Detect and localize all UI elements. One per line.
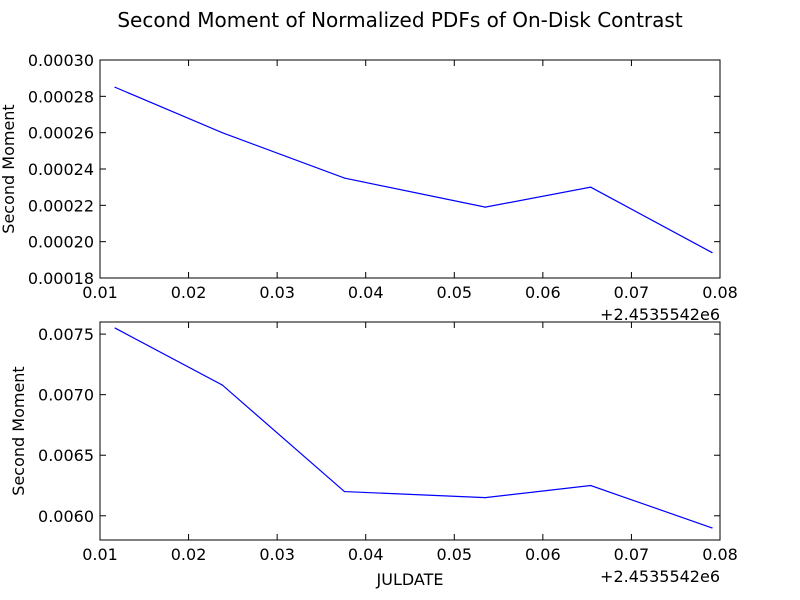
x-tick-label: 0.01 <box>82 283 118 302</box>
x-axis-label: JULDATE <box>376 570 444 589</box>
chart-title: Second Moment of Normalized PDFs of On-D… <box>117 8 682 32</box>
y-axis-label: Second Moment <box>0 104 18 233</box>
series-line <box>114 86 713 254</box>
x-tick-label: 0.02 <box>171 545 207 564</box>
data-point <box>711 527 713 529</box>
x-tick-label: 0.02 <box>171 283 207 302</box>
y-tick-label: 0.00022 <box>28 196 94 215</box>
x-tick-label: 0.05 <box>436 283 472 302</box>
x-tick-label: 0.04 <box>348 283 384 302</box>
data-point <box>343 490 346 493</box>
data-point <box>114 327 116 329</box>
y-tick-label: 0.0075 <box>38 325 94 344</box>
data-point <box>590 484 592 487</box>
data-point <box>221 384 223 386</box>
y-tick-label: 0.00028 <box>28 87 94 106</box>
x-tick-label: 0.04 <box>348 545 384 564</box>
data-point <box>221 132 223 134</box>
data-point <box>484 497 486 499</box>
x-tick-label: 0.06 <box>525 283 561 302</box>
y-tick-label: 0.00018 <box>28 269 94 288</box>
data-point <box>590 186 592 188</box>
x-tick-label: 0.03 <box>259 283 295 302</box>
x-tick-label: 0.01 <box>82 545 118 564</box>
x-tick-label: 0.05 <box>436 545 472 564</box>
data-point <box>484 206 486 208</box>
top-panel: Second Moment +2.4535542e6 0.01 0.02 0.03 0… <box>0 51 738 324</box>
y-tick-label: 0.00030 <box>28 51 94 70</box>
x-tick-label: 0.07 <box>614 283 650 302</box>
data-point <box>343 177 346 179</box>
plot-frame <box>99 59 721 279</box>
y-tick-label: 0.0070 <box>38 386 94 405</box>
y-tick-label: 0.00020 <box>28 233 94 252</box>
plot-frame <box>99 321 721 541</box>
y-tick-label: 0.0060 <box>38 507 94 526</box>
x-tick-label: 0.03 <box>259 545 295 564</box>
x-offset-label: +2.4535542e6 <box>600 305 720 324</box>
x-tick-label: 0.06 <box>525 545 561 564</box>
data-point <box>114 86 116 88</box>
data-point <box>711 251 713 254</box>
x-tick-label: 0.07 <box>614 545 650 564</box>
y-axis-label: Second Moment <box>9 366 28 495</box>
x-tick-label: 0.08 <box>702 283 738 302</box>
y-tick-label: 0.0065 <box>38 446 94 465</box>
bottom-panel: Second Moment JULDATE +2.4535542e6 0.01 0… <box>9 321 738 589</box>
y-tick-label: 0.00024 <box>28 160 94 179</box>
x-offset-label: +2.4535542e6 <box>600 567 720 586</box>
x-tick-label: 0.08 <box>702 545 738 564</box>
series-line <box>114 327 713 529</box>
y-tick-label: 0.00026 <box>28 124 94 143</box>
